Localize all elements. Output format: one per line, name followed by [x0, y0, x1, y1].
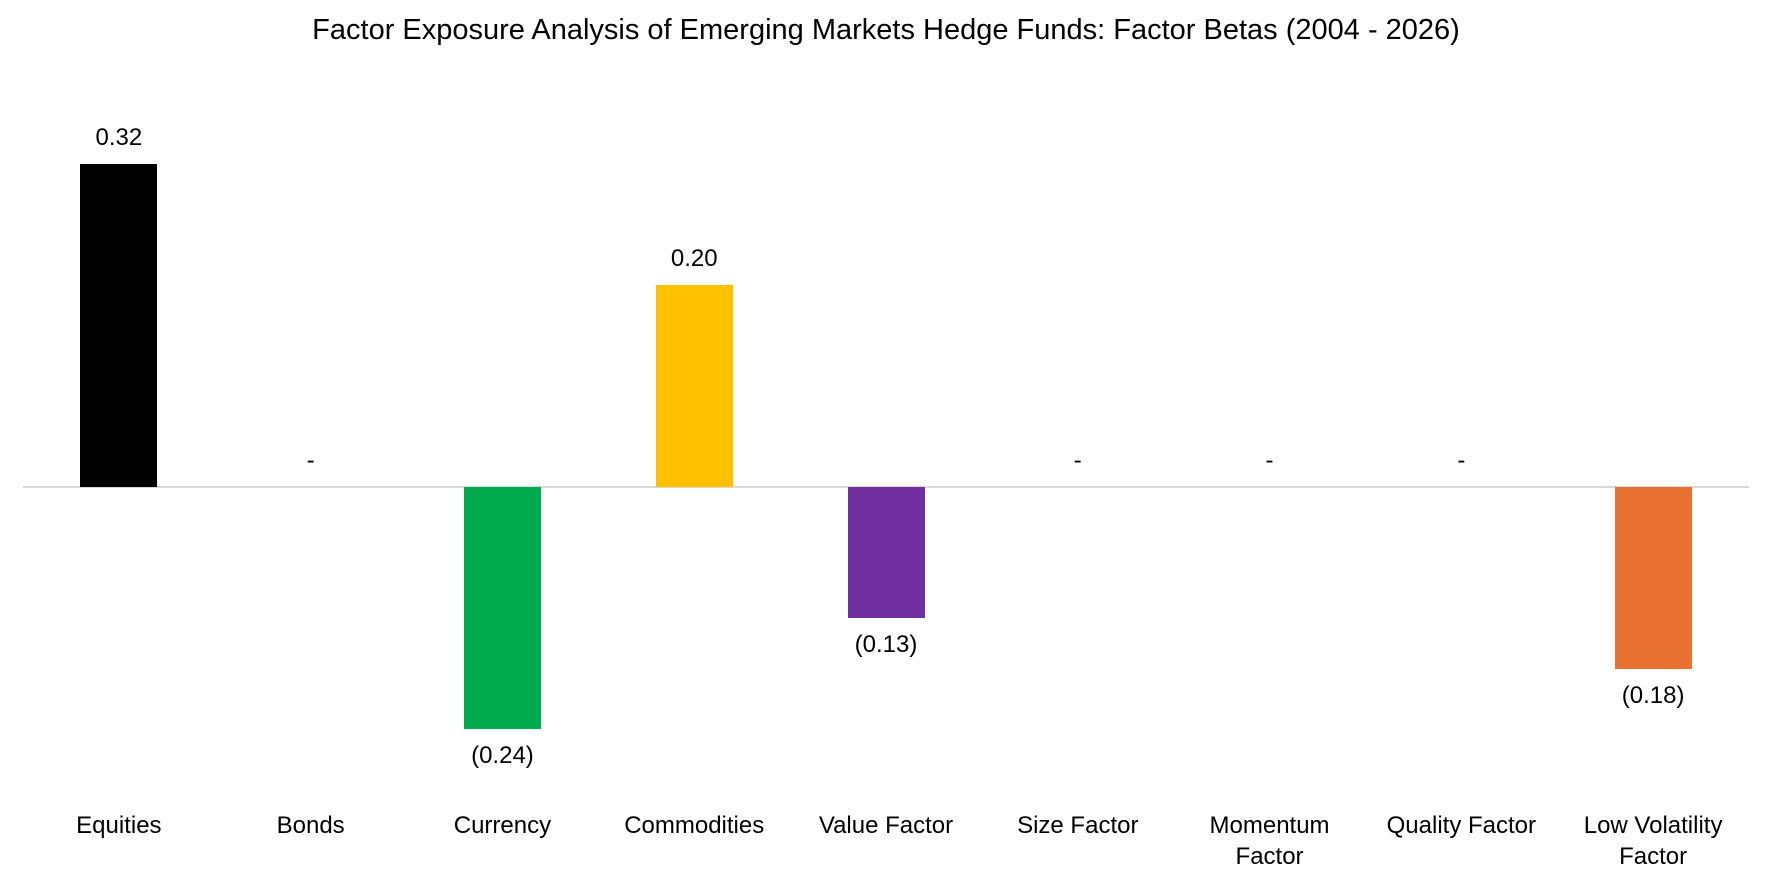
category-label-equities: Equities [76, 812, 162, 839]
category-label-momentum-factor: Momentum Factor [1209, 812, 1330, 870]
value-label-size-factor: - [1073, 447, 1082, 474]
bar-value-factor [847, 487, 925, 619]
value-label-quality-factor: - [1457, 447, 1466, 474]
category-label-low-volatility-factor: Low Volatility Factor [1583, 812, 1723, 870]
chart-title: Factor Exposure Analysis of Emerging Mar… [312, 14, 1460, 46]
category-label-value-factor: Value Factor [818, 812, 954, 839]
value-label-value-factor: (0.13) [854, 631, 918, 659]
value-label-currency: (0.24) [471, 742, 534, 770]
category-label-quality-factor: Quality Factor [1386, 812, 1537, 839]
value-label-equities: 0.32 [95, 123, 143, 151]
bar-equities [80, 163, 158, 487]
category-label-currency: Currency [453, 812, 552, 839]
value-label-commodities: 0.20 [670, 245, 718, 272]
bar-low-volatility-factor [1614, 487, 1692, 669]
bar-currency [463, 487, 541, 730]
value-label-bonds: - [306, 447, 315, 474]
category-label-commodities: Commodities [624, 812, 765, 839]
value-label-momentum-factor: - [1265, 447, 1274, 474]
value-label-low-volatility-factor: (0.18) [1621, 681, 1685, 709]
category-label-size-factor: Size Factor [1017, 812, 1139, 839]
category-label-bonds: Bonds [276, 812, 345, 839]
bar-commodities [655, 285, 733, 487]
